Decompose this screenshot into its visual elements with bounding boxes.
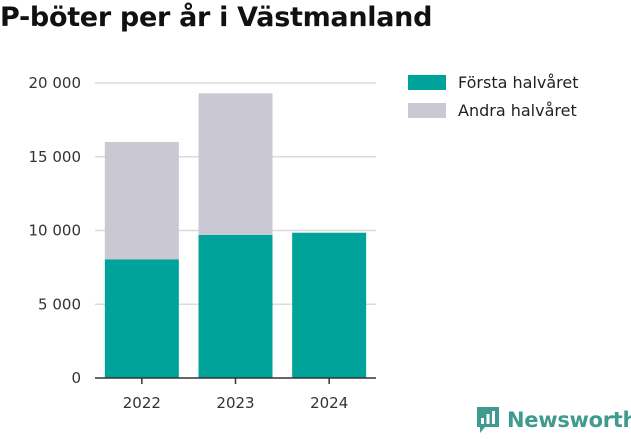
y-tick-label: 20 000	[29, 74, 82, 92]
y-tick-label: 5 000	[38, 295, 81, 313]
bar-2024-series-0	[292, 232, 367, 378]
legend-label-second-half: Andra halvåret	[458, 100, 577, 120]
y-tick-label: 10 000	[29, 222, 82, 240]
y-axis-ticks: 0 5 000 10 000 15 000 20 000	[29, 74, 82, 387]
newsworthy-logo-icon	[477, 407, 499, 433]
legend-item-second-half: Andra halvåret	[408, 96, 579, 124]
x-tick-label: 2022	[123, 394, 161, 412]
y-tick-label: 15 000	[29, 148, 82, 166]
y-tick-label: 0	[71, 369, 81, 387]
bar-2022-series-0	[104, 259, 179, 378]
brand-name: Newsworthy	[507, 408, 631, 432]
brand-logo: Newsworthy	[475, 406, 631, 434]
bar-2023-series-0	[198, 234, 273, 378]
x-tick-label: 2023	[216, 394, 254, 412]
legend-swatch-first-half	[408, 74, 446, 90]
chart-title: P-böter per år i Västmanland	[0, 2, 433, 33]
x-tick-label: 2024	[310, 394, 348, 412]
legend-swatch-second-half	[408, 102, 446, 118]
legend-item-first-half: Första halvåret	[408, 68, 579, 96]
bars	[104, 93, 367, 378]
legend: Första halvåret Andra halvåret	[408, 68, 579, 124]
bar-2023-series-1	[198, 93, 273, 235]
x-axis: 2022 2023 2024	[95, 377, 376, 412]
legend-label-first-half: Första halvåret	[458, 72, 579, 92]
bar-2022-series-1	[104, 142, 179, 260]
